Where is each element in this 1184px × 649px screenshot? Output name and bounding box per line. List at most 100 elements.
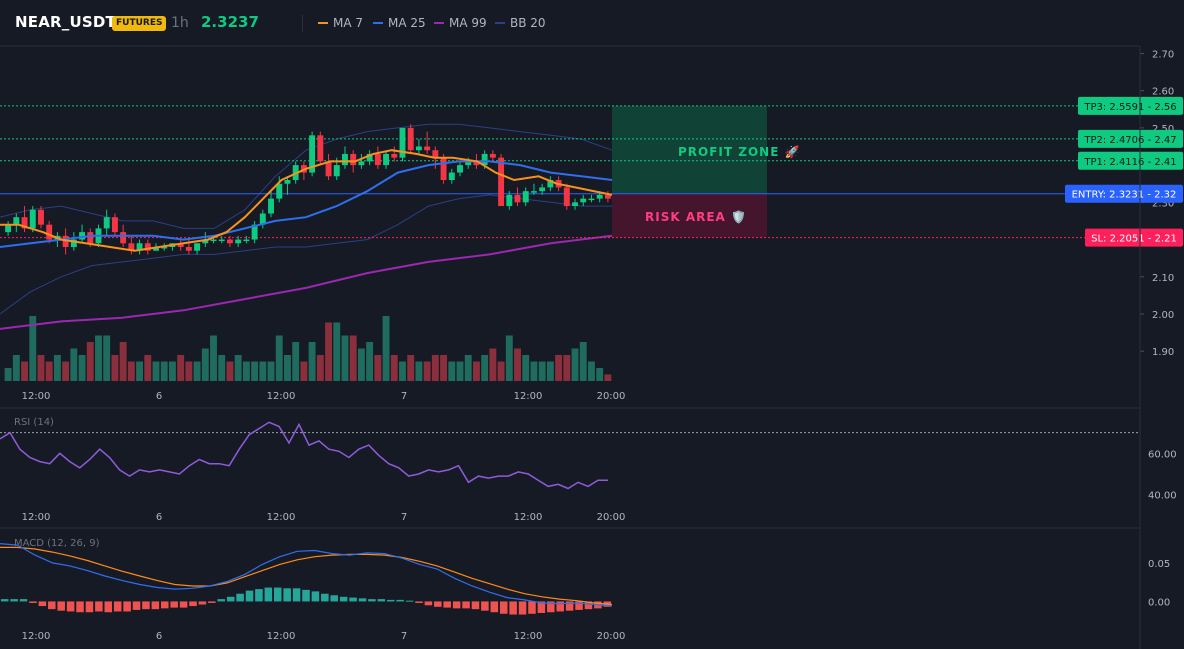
candle: [111, 213, 118, 236]
candle-body: [514, 194, 521, 203]
legend-ma25-label: MA 25: [388, 16, 426, 30]
macd-histogram-bar: [556, 601, 564, 612]
volume-bar: [431, 355, 439, 381]
candle: [235, 235, 242, 247]
macd-histogram-bar: [321, 593, 329, 602]
candle: [144, 239, 151, 255]
candle: [539, 183, 546, 195]
volume-bar: [341, 335, 349, 381]
legend-ma25[interactable]: MA 25: [373, 16, 426, 30]
macd-tick-label: 0.00: [1148, 597, 1170, 608]
candle-body: [391, 153, 398, 158]
candle: [383, 150, 390, 169]
macd-x-tick-label: 20:00: [597, 631, 626, 642]
candle-body: [563, 187, 570, 207]
legend-ma7-label: MA 7: [333, 16, 364, 30]
level-tag-entry[interactable]: ENTRY: 2.3231 - 2.32: [1065, 184, 1183, 203]
macd-histogram-bar: [358, 598, 367, 602]
volume-bar: [144, 355, 152, 381]
macd-histogram-bar: [452, 601, 461, 609]
candle-body: [448, 172, 455, 180]
candle-body: [235, 239, 242, 244]
candle-body: [539, 187, 546, 192]
volume-bar: [234, 355, 242, 381]
volume-bar: [53, 355, 61, 381]
macd-histogram-bar: [132, 601, 141, 610]
volume-bar: [555, 355, 563, 381]
rsi-x-tick-label: 6: [156, 512, 162, 523]
macd-histogram-bar: [434, 601, 442, 607]
volume-bar: [448, 361, 456, 381]
volume-bar: [308, 342, 316, 381]
volume-bar: [390, 355, 398, 381]
header-divider: [302, 15, 303, 32]
level-tag-tp[interactable]: TP2: 2.4706 - 2.47: [1078, 129, 1183, 148]
volume-bar: [37, 355, 45, 381]
rsi-x-tick-label: 20:00: [597, 512, 626, 523]
candle-body: [153, 247, 159, 251]
candle-body: [489, 153, 496, 158]
candle-body: [432, 150, 439, 158]
macd-histogram-bar: [19, 599, 28, 602]
macd-pane[interactable]: MACD (12, 26, 9) 0.05 0.00: [0, 538, 1170, 615]
candle-body: [481, 153, 488, 166]
macd-title: MACD (12, 26, 9): [14, 538, 100, 549]
macd-histogram-bar: [499, 601, 508, 614]
volume-bar: [571, 348, 579, 381]
volume-bar: [325, 322, 332, 381]
candle-body: [177, 243, 184, 247]
chart-header: NEAR_USDT FUTURES 1h 2.3237 MA 7 MA 25 M…: [0, 0, 1184, 46]
legend-bb20[interactable]: BB 20: [495, 16, 546, 30]
macd-histogram-bar: [292, 588, 301, 602]
volume-bar: [316, 355, 324, 381]
volume-bar: [464, 355, 472, 381]
ma99-line: [0, 234, 613, 330]
symbol-label[interactable]: NEAR_USDT: [15, 13, 116, 31]
volume-bar: [546, 361, 554, 381]
macd-histogram-bar: [330, 595, 339, 602]
volume-bar: [21, 361, 28, 381]
volume-bar: [62, 361, 70, 381]
candle-body: [46, 224, 53, 240]
legend-ma7[interactable]: MA 7: [318, 16, 363, 30]
level-tag-tp[interactable]: TP3: 2.5591 - 2.56: [1078, 96, 1183, 115]
volume-bar: [514, 348, 521, 381]
candle: [366, 150, 373, 166]
level-tag-tp[interactable]: TP1: 2.4116 - 2.41: [1078, 151, 1183, 170]
candle-body: [333, 165, 340, 177]
macd-histogram-bar: [151, 601, 160, 610]
candle-body: [588, 198, 595, 201]
candle: [448, 168, 455, 184]
candle-body: [120, 232, 127, 244]
volume-bar: [399, 361, 406, 381]
candle-body: [276, 183, 283, 199]
level-tag-bg: [1078, 151, 1183, 170]
macd-histogram-bar: [481, 601, 489, 611]
volume-bar: [596, 368, 604, 381]
price-pane[interactable]: 2.702.602.502.402.302.202.102.001.90PROF…: [0, 49, 1183, 381]
volume-bar: [95, 335, 102, 381]
level-tag-bg: [1085, 228, 1183, 247]
price-tick-label: 2.60: [1152, 87, 1174, 98]
candle: [399, 127, 406, 162]
rsi-pane[interactable]: RSI (14) 60.00 40.00: [0, 417, 1177, 502]
macd-histogram-bar: [584, 601, 593, 610]
candle: [29, 206, 36, 233]
volume-bar: [78, 355, 86, 381]
legend-ma99[interactable]: MA 99: [434, 16, 487, 30]
candle-body: [424, 146, 431, 151]
candle-body: [465, 161, 472, 166]
candle: [317, 131, 324, 166]
volume-bar: [604, 374, 612, 381]
candle-body: [79, 232, 86, 240]
candle-body: [70, 239, 77, 247]
legend-bb20-label: BB 20: [510, 16, 546, 30]
candle-body: [457, 165, 463, 173]
timeframe-label[interactable]: 1h: [171, 15, 189, 31]
volume-bar: [489, 348, 497, 381]
candle-body: [366, 153, 373, 162]
macd-x-tick-label: 12:00: [514, 631, 543, 642]
level-tag-sl[interactable]: SL: 2.2051 - 2.21: [1085, 228, 1183, 247]
macd-histogram-bar: [85, 601, 94, 613]
